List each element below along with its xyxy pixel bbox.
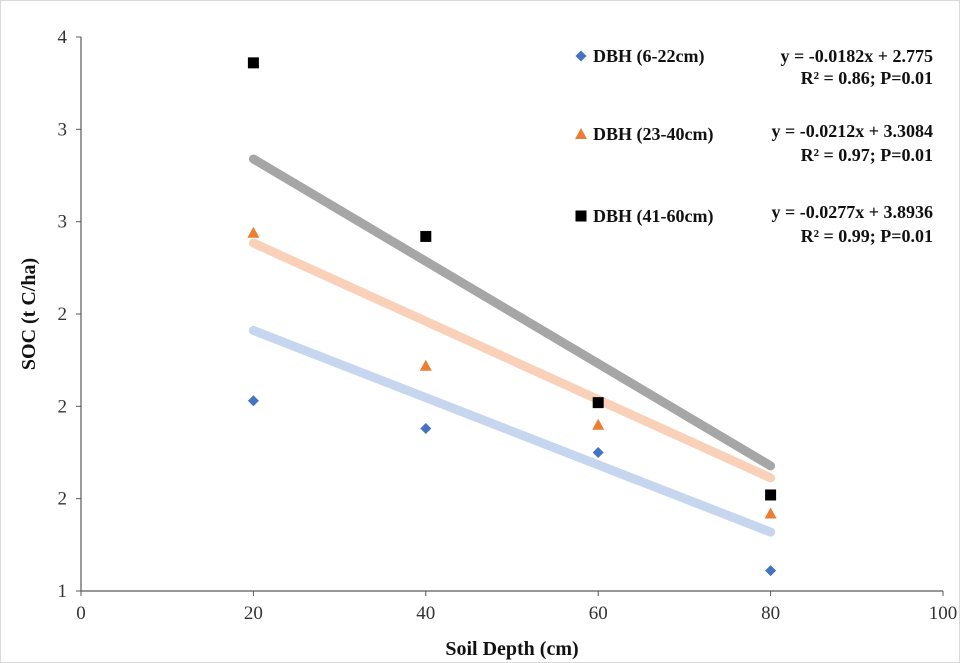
trendline-stats-series-3: R² = 0.99; P=0.01 [801,226,933,246]
trendline-series-2 [248,238,776,483]
legend-label-series-1: DBH (6-22cm) [593,46,704,67]
data-point-series-2 [247,226,260,238]
x-tick-label: 100 [929,603,958,624]
legend-marker-series-3 [575,210,587,222]
x-tick-label: 60 [589,603,608,624]
y-tick-label: 4 [58,27,68,48]
x-tick-label: 20 [244,603,263,624]
y-tick-label: 3 [58,119,68,140]
x-tick-label: 40 [416,603,435,624]
legend-label-series-3: DBH (41-60cm) [593,206,713,227]
data-point-series-3 [765,489,777,501]
trendline-stats-series-2: R² = 0.97; P=0.01 [801,145,933,165]
data-point-series-1 [592,447,604,458]
trendline-series-3 [248,154,776,471]
x-tick-label: 0 [76,603,86,624]
trendline-series-1 [248,325,776,537]
legend-marker-series-1 [575,50,587,62]
data-point-series-2 [764,507,777,519]
y-tick-label: 2 [58,304,68,325]
y-tick-label: 1 [58,581,68,602]
data-point-series-1 [420,422,432,434]
data-points [247,57,777,577]
data-point-series-3 [420,230,432,242]
data-point-series-3 [592,397,604,409]
data-point-series-1 [247,395,259,407]
x-tick-label: 80 [761,603,780,624]
tick-labels: 0 20 40 60 80 100 1 2 2 2 3 3 4 [58,27,958,624]
y-tick-label: 2 [58,489,68,510]
y-axis-title: SOC (t C/ha) [18,258,40,370]
trendline-equation-series-2: y = -0.0212x + 3.3084 [771,121,933,141]
data-point-series-2 [419,359,432,371]
trendline-equation-series-3: y = -0.0277x + 3.8936 [771,202,933,222]
data-point-series-3 [247,57,259,69]
legend-label-series-2: DBH (23-40cm) [593,124,713,145]
legend-marker-series-2 [575,128,587,139]
trendline-equation-series-1: y = -0.0182x + 2.775 [780,46,933,66]
trendline-stats-series-1: R² = 0.86; P=0.01 [801,68,933,88]
x-axis-title: Soil Depth (cm) [445,638,578,660]
trendlines [248,154,776,537]
y-tick-label: 3 [58,212,68,233]
y-tick-label: 2 [58,396,68,417]
data-point-series-1 [765,565,777,577]
data-point-series-2 [592,418,605,430]
